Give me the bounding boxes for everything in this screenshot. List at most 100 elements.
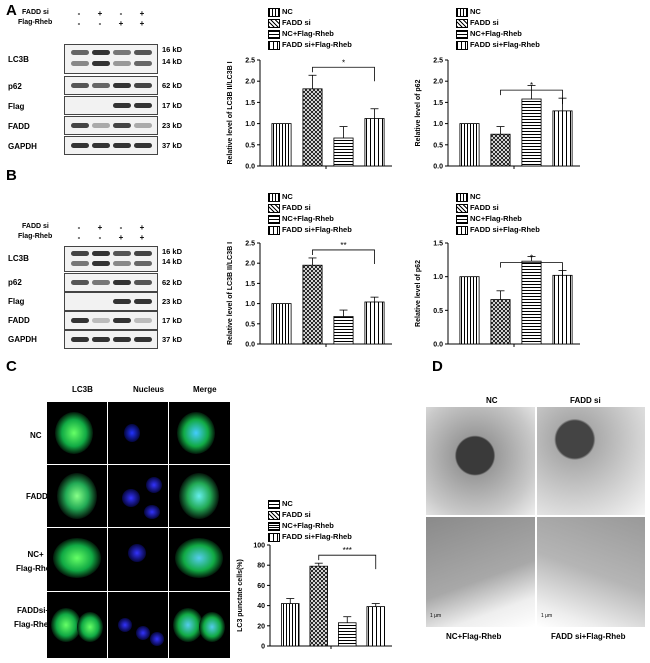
panel-letter-a: A bbox=[6, 2, 17, 19]
microscopy-row-label: FADDsi bbox=[26, 492, 55, 501]
legend-a-p62: NC FADD si NC+Flag-Rheb FADD si+Flag-Rhe… bbox=[456, 7, 586, 53]
significance-bracket bbox=[312, 249, 375, 264]
y-axis-label: Relative level of p62 bbox=[415, 79, 422, 146]
y-axis-label: Relative level of p62 bbox=[415, 260, 422, 327]
y-tick-label: 0.5 bbox=[433, 308, 443, 315]
blot-fadd bbox=[64, 311, 158, 330]
legend-a-lc3: NC FADD si NC+Flag-Rheb FADD si+Flag-Rhe… bbox=[268, 7, 398, 53]
y-tick-label: 2.0 bbox=[245, 261, 255, 268]
kd-marker: 37 kD bbox=[162, 335, 183, 344]
bar bbox=[459, 276, 480, 345]
legend-label: FADD si+Flag-Rheb bbox=[282, 532, 352, 541]
sign: - bbox=[119, 223, 123, 232]
western-blot-a: FADD si Flag-Rheb - + - + - - + + LC3B 1… bbox=[0, 0, 200, 160]
y-tick-label: 20 bbox=[257, 623, 265, 630]
blot-row-label: FADD bbox=[8, 122, 30, 131]
blot-row-label: Flag bbox=[8, 102, 25, 111]
image-merge-faddsi-rheb bbox=[169, 592, 230, 658]
y-tick-label: 60 bbox=[257, 583, 265, 590]
tem-image-faddsi bbox=[537, 407, 645, 515]
image-nucleus-nc-rheb bbox=[108, 528, 168, 591]
blot-lc3b bbox=[64, 246, 158, 272]
y-tick-label: 0 bbox=[261, 644, 265, 651]
microscopy-row-label: NC+ Flag-Rheb bbox=[16, 550, 56, 573]
y-tick-label: 2.0 bbox=[433, 79, 443, 86]
sign: + bbox=[97, 223, 103, 232]
y-tick-label: 1.5 bbox=[433, 100, 443, 107]
legend-label: NC bbox=[282, 7, 293, 16]
sign: + bbox=[139, 233, 145, 242]
legend-b-p62: NC FADD si NC+Flag-Rheb FADD si+Flag-Rhe… bbox=[456, 192, 586, 238]
kd-marker: 14 kD bbox=[162, 257, 183, 266]
kd-marker: 17 kD bbox=[162, 101, 183, 110]
blot-row-label: Flag bbox=[8, 297, 25, 306]
condition-label: Flag-Rheb bbox=[18, 233, 53, 240]
y-tick-label: 2.5 bbox=[245, 58, 255, 65]
bar bbox=[490, 133, 511, 167]
significance-bracket bbox=[312, 66, 375, 82]
blot-row-label: p62 bbox=[8, 278, 22, 287]
legend-label: FADD si bbox=[282, 18, 311, 27]
image-lc3b-nc bbox=[47, 402, 107, 464]
significance-bracket bbox=[500, 262, 563, 277]
condition-label: FADD si bbox=[22, 223, 49, 230]
legend-label: NC bbox=[470, 192, 481, 201]
bar bbox=[366, 606, 385, 647]
bar bbox=[338, 622, 357, 647]
significance-label: * bbox=[530, 81, 533, 90]
blot-flag bbox=[64, 292, 158, 311]
image-lc3b-faddsi-rheb bbox=[47, 592, 107, 658]
microscopy-headers: LC3B Nucleus Merge bbox=[40, 385, 230, 397]
bar bbox=[309, 565, 328, 647]
sign: - bbox=[77, 9, 81, 18]
bar bbox=[552, 274, 573, 345]
sign: - bbox=[98, 233, 102, 242]
blot-fadd bbox=[64, 116, 158, 135]
legend-label: NC+Flag-Rheb bbox=[470, 214, 522, 223]
blot-row-label: GAPDH bbox=[8, 335, 37, 344]
sign: + bbox=[97, 9, 103, 18]
panel-letter-b: B bbox=[6, 167, 17, 184]
significance-label: * bbox=[342, 58, 345, 67]
sign: - bbox=[77, 19, 81, 28]
image-nucleus-nc bbox=[108, 402, 168, 464]
chart-a-lc3: 0.0 0.5 1.0 1.5 2.0 2.5 Relative level of LC3B… bbox=[227, 58, 392, 171]
image-lc3b-faddsi bbox=[47, 465, 107, 527]
blot-row-label: LC3B bbox=[8, 254, 29, 263]
legend-label: FADD si+Flag-Rheb bbox=[470, 40, 540, 49]
y-tick-label: 80 bbox=[257, 563, 265, 570]
kd-marker: 37 kD bbox=[162, 141, 183, 150]
significance-bracket bbox=[318, 554, 377, 570]
image-merge-faddsi bbox=[169, 465, 230, 527]
y-tick-label: 100 bbox=[253, 543, 265, 550]
y-axis-label: Relative level of LC3B II/LC3B I bbox=[227, 61, 234, 164]
blot-lc3b bbox=[64, 44, 158, 74]
kd-marker: 23 kD bbox=[162, 297, 183, 306]
y-tick-label: 2.5 bbox=[245, 241, 255, 248]
bar bbox=[490, 299, 511, 345]
kd-marker: 16 kD bbox=[162, 45, 183, 54]
image-nucleus-faddsi-rheb bbox=[108, 592, 168, 658]
bar bbox=[271, 123, 292, 167]
kd-marker: 62 kD bbox=[162, 278, 183, 287]
tem-image-nc bbox=[426, 407, 535, 515]
y-tick-label: 0.0 bbox=[433, 164, 443, 171]
y-tick-label: 0.5 bbox=[433, 142, 443, 149]
sign: + bbox=[139, 223, 145, 232]
bar bbox=[271, 303, 292, 345]
sign: + bbox=[139, 9, 145, 18]
sign: + bbox=[139, 19, 145, 28]
legend-b-lc3: NC FADD si NC+Flag-Rheb FADD si+Flag-Rhe… bbox=[268, 192, 398, 238]
bar bbox=[459, 123, 480, 167]
bar bbox=[281, 603, 300, 647]
y-tick-label: 0.0 bbox=[245, 164, 255, 171]
y-axis-label: Relative level of LC3B II/LC3B I bbox=[227, 242, 234, 345]
legend-label: NC+Flag-Rheb bbox=[470, 29, 522, 38]
condition-label: Flag-Rheb bbox=[18, 19, 53, 26]
column-header: Merge bbox=[193, 385, 217, 394]
sign: - bbox=[77, 223, 81, 232]
y-tick-label: 40 bbox=[257, 603, 265, 610]
legend-label: FADD si+Flag-Rheb bbox=[282, 225, 352, 234]
microscopy-row-label: FADDsi+ Flag-Rheb bbox=[14, 606, 54, 629]
tem-label: NC bbox=[486, 396, 498, 405]
